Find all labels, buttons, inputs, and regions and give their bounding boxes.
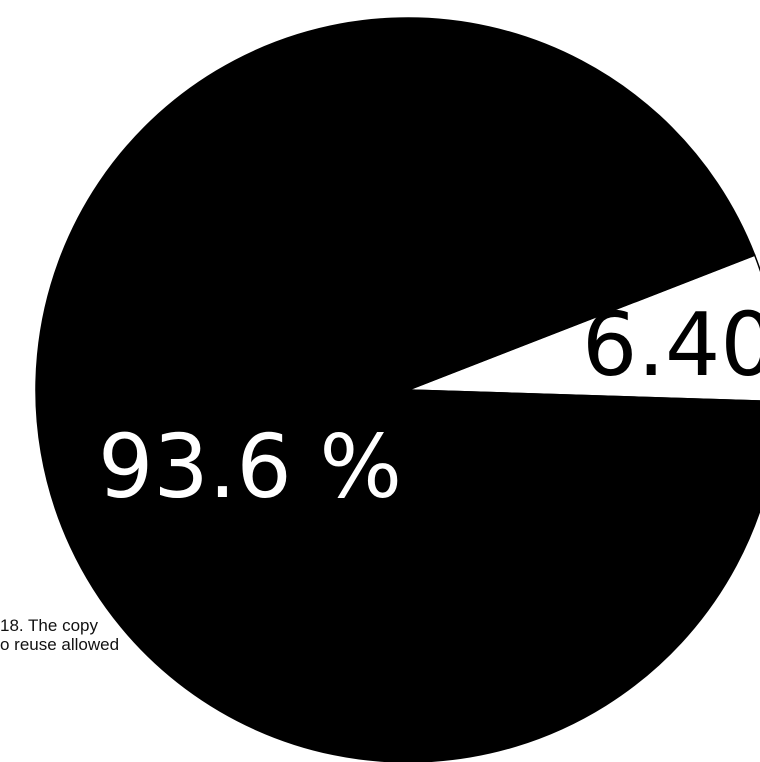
copyright-line-2: o reuse allowed (0, 635, 120, 654)
slice-label-small: 6.40 % (582, 294, 760, 396)
copyright-line-1: 18. The copy (0, 616, 98, 635)
pie-slice-large (35, 17, 760, 762)
slice-label-large: 93.6 % (98, 416, 402, 518)
pie-slices (35, 17, 760, 762)
pie-slice-small (407, 254, 760, 402)
pie-labels: 6.40 % 93.6 % (98, 294, 760, 518)
copyright-note: 18. The copy o reuse allowed (0, 616, 150, 654)
